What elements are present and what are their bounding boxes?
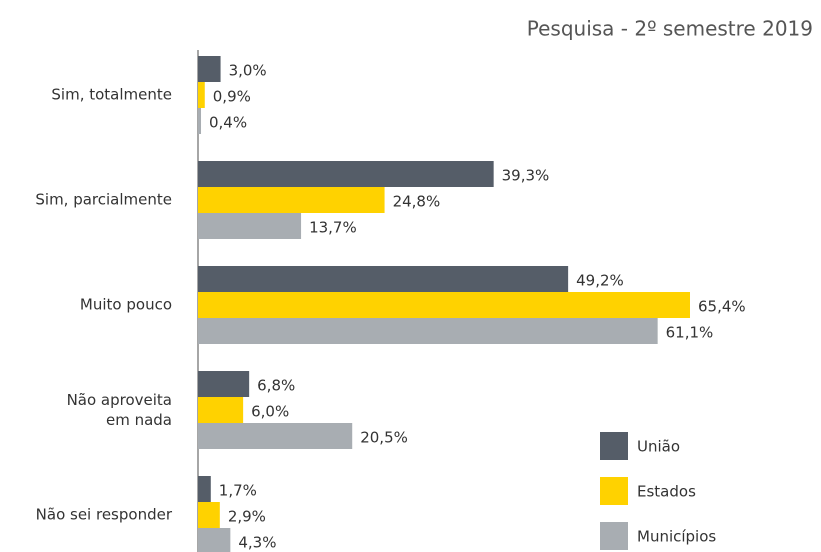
bar <box>198 161 494 187</box>
legend-label: União <box>637 438 680 456</box>
category-label: Sim, totalmente <box>51 86 172 104</box>
value-label: 0,4% <box>209 114 247 132</box>
bar <box>198 187 385 213</box>
value-label: 6,0% <box>251 403 289 421</box>
value-label: 61,1% <box>666 324 714 342</box>
category-label: Muito pouco <box>80 296 172 314</box>
value-label: 0,9% <box>213 88 251 106</box>
value-label: 3,0% <box>229 62 267 80</box>
value-label: 49,2% <box>576 272 624 290</box>
legend-label: Municípios <box>637 528 716 546</box>
category-label: Não sei responder <box>36 506 173 524</box>
value-label: 1,7% <box>219 482 257 500</box>
legend-swatch <box>600 522 628 550</box>
legend-swatch <box>600 477 628 505</box>
value-label: 24,8% <box>393 193 441 211</box>
value-label: 6,8% <box>257 377 295 395</box>
category-label: Sim, parcialmente <box>35 191 172 209</box>
chart-title: Pesquisa - 2º semestre 2019 <box>527 17 813 41</box>
bar <box>198 56 221 82</box>
value-label: 65,4% <box>698 298 746 316</box>
bar <box>198 423 353 449</box>
legend-swatch <box>600 432 628 460</box>
bar <box>198 502 220 528</box>
legend-label: Estados <box>637 483 696 501</box>
bar <box>198 318 658 344</box>
value-label: 2,9% <box>228 508 266 526</box>
bar <box>198 82 205 108</box>
bar <box>198 108 202 134</box>
value-label: 20,5% <box>360 429 408 447</box>
value-label: 4,3% <box>238 534 276 552</box>
value-label: 13,7% <box>309 219 357 237</box>
bar <box>198 371 250 397</box>
value-label: 39,3% <box>502 167 550 185</box>
category-label: Não aproveita em nada <box>67 391 172 429</box>
bar <box>198 292 690 318</box>
bar <box>198 476 211 502</box>
bar <box>198 528 231 552</box>
bar <box>198 266 569 292</box>
bar <box>198 213 302 239</box>
bar <box>198 397 244 423</box>
